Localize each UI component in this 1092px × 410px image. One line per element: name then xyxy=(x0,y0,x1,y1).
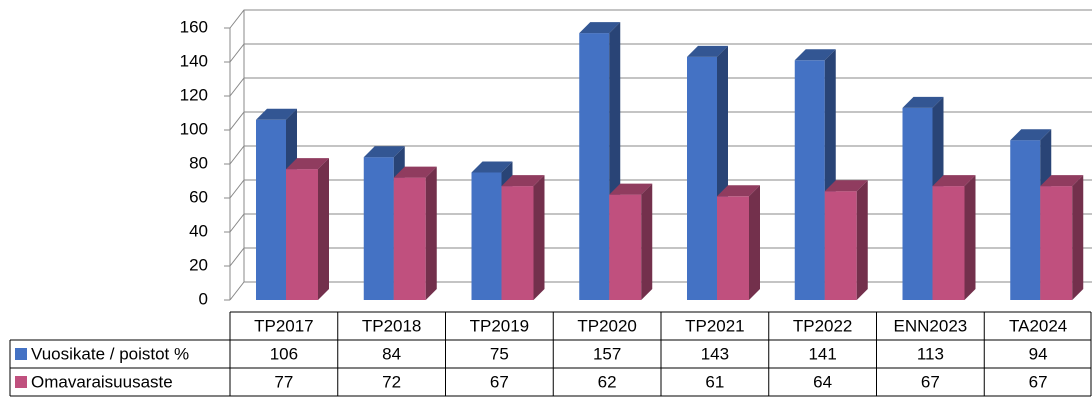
bar-top xyxy=(902,96,944,108)
table-value: 141 xyxy=(808,344,836,363)
x-tick-label: TA2024 xyxy=(1009,316,1067,335)
bar-side xyxy=(964,175,976,300)
bar-top xyxy=(363,146,405,158)
y-tick-label: 40 xyxy=(189,221,208,240)
bar xyxy=(687,56,717,301)
bar-top xyxy=(609,183,653,195)
bar xyxy=(363,157,394,300)
table-value: 64 xyxy=(813,372,832,391)
x-tick-label: TP2019 xyxy=(470,316,530,335)
x-tick-label: TP2017 xyxy=(254,316,314,335)
bar-side xyxy=(318,158,329,300)
bar-top xyxy=(1040,175,1084,187)
x-tick-label: TP2021 xyxy=(685,316,745,335)
bar-top xyxy=(286,158,329,170)
bar-top xyxy=(393,166,437,178)
bar xyxy=(609,194,642,300)
bar xyxy=(1040,186,1073,300)
bar xyxy=(932,186,965,300)
table-value: 67 xyxy=(1029,372,1048,391)
y-tick-label: 0 xyxy=(199,289,208,308)
bar xyxy=(1010,140,1041,300)
legend-label: Omavaraisuusaste xyxy=(31,372,173,391)
table-value: 113 xyxy=(917,344,944,363)
x-tick-label: TP2022 xyxy=(793,316,853,335)
y-tick-label: 60 xyxy=(189,187,208,206)
legend-swatch xyxy=(15,376,27,388)
bar-top xyxy=(932,175,976,187)
table-value: 67 xyxy=(490,372,509,391)
y-tick-label: 120 xyxy=(180,85,208,104)
bar xyxy=(256,119,286,300)
legend-swatch xyxy=(15,348,27,360)
y-tick-label: 80 xyxy=(189,153,208,172)
table-value: 157 xyxy=(593,344,621,363)
table-value: 106 xyxy=(270,344,298,363)
grid-line xyxy=(229,9,1092,29)
grid-line xyxy=(229,77,1092,97)
bar xyxy=(471,172,502,300)
bar xyxy=(824,191,857,300)
bar xyxy=(286,169,318,300)
bar-top xyxy=(794,49,836,61)
y-tick-label: 20 xyxy=(189,255,208,274)
table-value: 84 xyxy=(382,344,401,363)
grid-line xyxy=(229,43,1092,63)
table-value: 72 xyxy=(382,372,401,391)
bar xyxy=(902,107,933,301)
bar-side xyxy=(856,180,868,300)
y-tick-label: 160 xyxy=(180,17,208,36)
x-tick-label: ENN2023 xyxy=(894,316,968,335)
bar xyxy=(579,33,610,300)
bar-side xyxy=(425,166,437,300)
x-tick-label: TP2018 xyxy=(362,316,422,335)
table-value: 61 xyxy=(705,372,724,391)
bar-top xyxy=(501,175,545,187)
y-tick-label: 100 xyxy=(180,119,208,138)
bar-top xyxy=(579,22,621,34)
bar-side xyxy=(749,185,760,300)
table-value: 77 xyxy=(274,372,293,391)
bar-top xyxy=(687,45,728,57)
legend-label: Vuosikate / poistot % xyxy=(31,344,189,363)
table-value: 62 xyxy=(598,372,617,391)
bar-top xyxy=(824,180,868,192)
bar-top xyxy=(1010,129,1052,141)
grid-line xyxy=(229,111,1092,131)
bar-side xyxy=(533,175,545,300)
bar xyxy=(393,177,426,300)
bar xyxy=(717,196,749,300)
table-value: 94 xyxy=(1029,344,1048,363)
x-tick-label: TP2020 xyxy=(577,316,637,335)
bar-top xyxy=(471,161,513,173)
y-tick-label: 140 xyxy=(180,51,208,70)
bar xyxy=(794,60,825,300)
bar xyxy=(501,186,534,300)
table-value: 67 xyxy=(921,372,940,391)
bar-side xyxy=(1072,175,1084,300)
bar-side xyxy=(641,183,653,300)
table-value: 143 xyxy=(701,344,729,363)
table-value: 75 xyxy=(490,344,509,363)
bar-top xyxy=(717,185,760,197)
grid-line xyxy=(229,145,1092,165)
bar-top xyxy=(256,108,297,120)
